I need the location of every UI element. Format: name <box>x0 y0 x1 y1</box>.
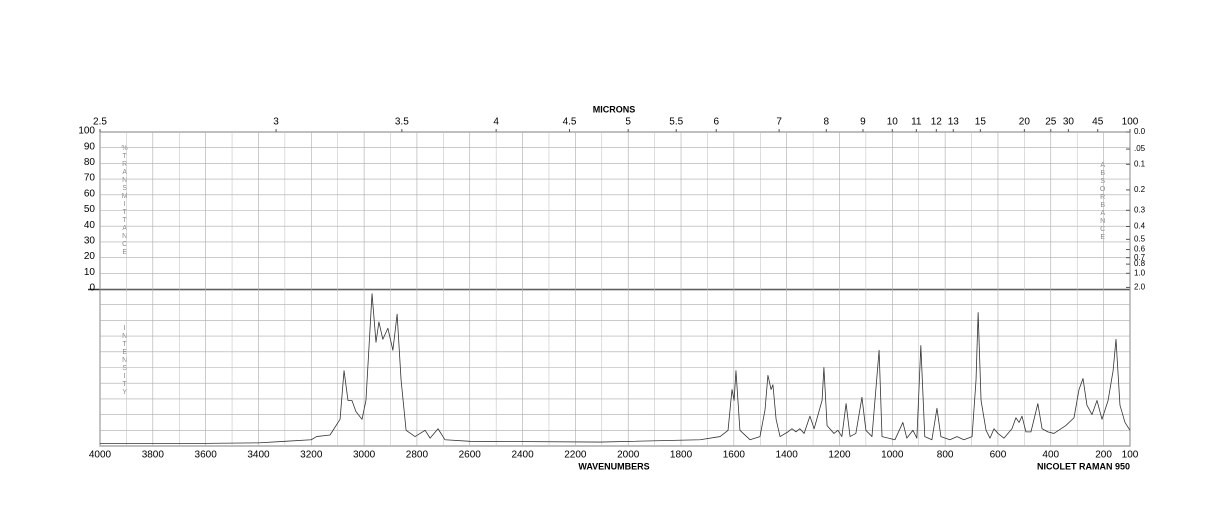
x-tick-label: 2800 <box>406 450 429 461</box>
x-axis-label: WAVENUMBERS <box>578 461 649 471</box>
y-tick-label: 90 <box>84 141 96 152</box>
y2-tick-label: 0.4 <box>1134 222 1146 231</box>
micron-tick-label: 15 <box>975 117 987 128</box>
y2-tick-label: 0.6 <box>1134 245 1146 254</box>
micron-tick-label: 7 <box>776 117 782 128</box>
y2-tick-label: 0.8 <box>1134 259 1146 268</box>
micron-tick-label: 8 <box>824 117 830 128</box>
y2-tick-label: .05 <box>1134 144 1146 153</box>
y2-tick-label: 1.0 <box>1134 268 1146 277</box>
y-tick-label: 0 <box>89 283 95 294</box>
top-axis-label: MICRONS <box>593 104 636 114</box>
y2-tick-label: 0.7 <box>1134 253 1146 262</box>
micron-tick-label: 5 <box>625 117 631 128</box>
x-tick-label: 1800 <box>670 450 693 461</box>
x-tick-label: 1400 <box>776 450 799 461</box>
x-tick-label: 400 <box>1042 450 1059 461</box>
y2-tick-label: 0.2 <box>1134 185 1146 194</box>
micron-tick-label: 20 <box>1019 117 1031 128</box>
y2-tick-label: 0.3 <box>1134 205 1146 214</box>
micron-tick-label: 11 <box>911 117 922 128</box>
y-tick-label: 30 <box>84 236 96 247</box>
x-tick-label: 2000 <box>617 450 640 461</box>
micron-tick-label: 2.5 <box>93 117 107 128</box>
spectrum-line <box>100 293 1131 445</box>
x-tick-label: 200 <box>1095 450 1112 461</box>
micron-tick-label: 30 <box>1063 117 1075 128</box>
instrument-label: NICOLET RAMAN 950 <box>1037 461 1130 471</box>
x-tick-label: 3600 <box>195 450 218 461</box>
x-tick-label: 3200 <box>300 450 323 461</box>
micron-tick-label: 5.5 <box>669 117 683 128</box>
x-tick-label: 800 <box>937 450 954 461</box>
y-tick-label: 60 <box>84 188 96 199</box>
micron-tick-label: 3 <box>273 117 279 128</box>
y2-axis-label: ABSORBANCE <box>1099 162 1106 242</box>
micron-tick-label: 13 <box>948 117 960 128</box>
y-tick-label: 50 <box>84 204 96 215</box>
micron-tick-label: 4.5 <box>563 117 577 128</box>
y-tick-label: 20 <box>84 251 96 262</box>
y-axis-label: %TRANSMITTANCE <box>121 145 128 257</box>
micron-tick-label: 12 <box>931 117 943 128</box>
y2-tick-label: 0.0 <box>1134 127 1146 136</box>
x-tick-label: 2400 <box>511 450 534 461</box>
x-tick-label: 600 <box>990 450 1007 461</box>
x-tick-label: 2200 <box>564 450 587 461</box>
x-tick-label: 1000 <box>881 450 904 461</box>
x-tick-label: 1200 <box>828 450 851 461</box>
x-tick-label: 4000 <box>89 450 112 461</box>
micron-tick-label: 100 <box>1122 117 1139 128</box>
x-tick-label: 1600 <box>723 450 746 461</box>
lower-y-axis-label: INTENSITY <box>121 325 128 397</box>
y-tick-label: 100 <box>78 126 95 137</box>
x-tick-label: 3000 <box>353 450 376 461</box>
y-tick-label: 80 <box>84 157 96 168</box>
y2-tick-label: 0.5 <box>1134 234 1146 243</box>
micron-tick-label: 6 <box>713 117 719 128</box>
x-tick-label: 100 <box>1122 450 1139 461</box>
micron-tick-label: 10 <box>887 117 899 128</box>
micron-tick-label: 9 <box>860 117 866 128</box>
y-tick-label: 10 <box>84 267 96 278</box>
x-tick-label: 3800 <box>142 450 165 461</box>
micron-tick-label: 45 <box>1092 117 1104 128</box>
x-tick-label: 3400 <box>247 450 270 461</box>
micron-tick-label: 4 <box>493 117 499 128</box>
y2-tick-label: 2.0 <box>1134 283 1146 292</box>
x-tick-label: 2600 <box>459 450 482 461</box>
micron-tick-label: 25 <box>1045 117 1057 128</box>
y2-tick-label: 0.1 <box>1134 159 1146 168</box>
y-tick-label: 40 <box>84 220 96 231</box>
y-tick-label: 70 <box>84 173 96 184</box>
micron-tick-label: 3.5 <box>395 117 409 128</box>
